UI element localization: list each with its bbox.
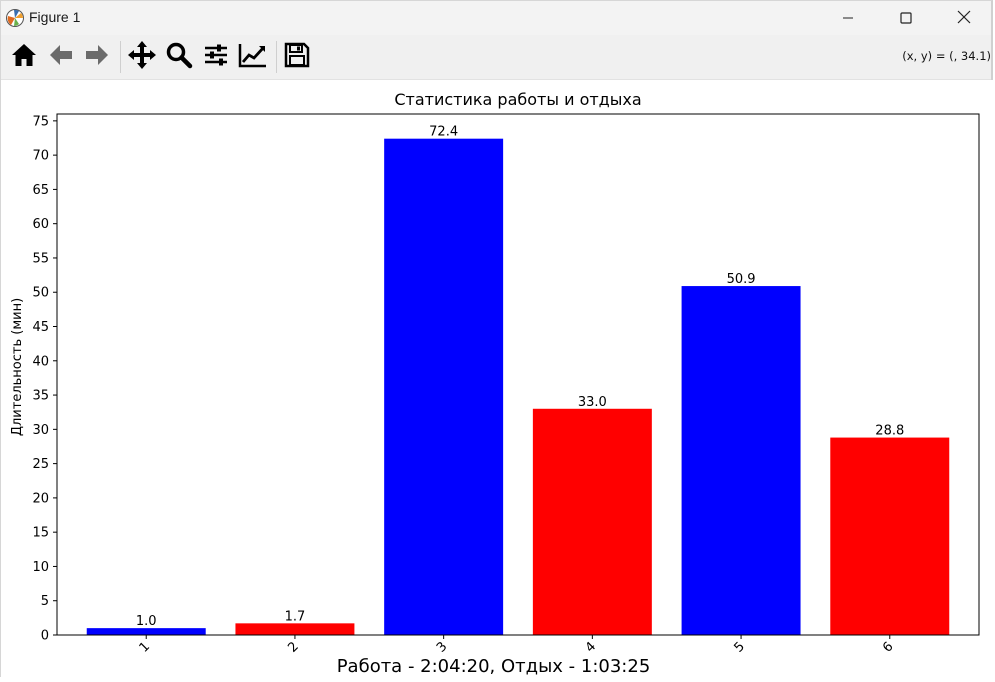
- bar-4: [532, 408, 652, 635]
- minimize-button[interactable]: [825, 1, 871, 35]
- toolbar-separator: [276, 41, 277, 73]
- pan-icon: [127, 40, 157, 74]
- edit-axis-icon: [238, 41, 268, 73]
- y-tick-label: 15: [32, 526, 49, 541]
- x-tick-label: 5: [731, 639, 747, 655]
- y-tick-label: 40: [32, 354, 49, 369]
- back-arrow-icon: [47, 41, 75, 73]
- edit-axis-button[interactable]: [237, 41, 269, 73]
- save-button[interactable]: [281, 41, 313, 73]
- cursor-coordinates: (x, y) = (, 34.1): [902, 49, 991, 63]
- bar-5: [681, 286, 801, 635]
- bar-3: [384, 138, 504, 635]
- home-button[interactable]: [8, 41, 40, 73]
- back-button[interactable]: [45, 41, 77, 73]
- window-title: Figure 1: [29, 9, 81, 25]
- forward-button[interactable]: [81, 41, 113, 73]
- pan-button[interactable]: [126, 41, 158, 73]
- bar-value-label: 28.8: [875, 424, 904, 439]
- y-tick-label: 60: [32, 217, 49, 232]
- y-axis-label: Длительность (мин): [10, 298, 25, 436]
- summary-text: Работа - 2:04:20, Отдых - 1:03:25: [336, 656, 651, 677]
- y-tick-label: 50: [32, 286, 49, 301]
- home-icon: [10, 41, 38, 73]
- figure-canvas[interactable]: Статистика работы и отдыха Длительность …: [1, 80, 994, 678]
- maximize-button[interactable]: [883, 1, 929, 35]
- x-tick-label: 2: [285, 639, 301, 655]
- toolbar-separator: [120, 41, 121, 73]
- forward-arrow-icon: [83, 41, 111, 73]
- y-tick-label: 25: [32, 457, 49, 472]
- y-tick-label: 30: [32, 423, 49, 438]
- title-bar[interactable]: Figure 1: [1, 1, 991, 35]
- bar-2: [235, 623, 355, 635]
- bar-value-label: 1.7: [285, 609, 306, 624]
- bar-value-label: 1.0: [136, 614, 157, 629]
- maximize-icon: [900, 9, 912, 28]
- close-icon: [957, 9, 971, 28]
- y-tick-label: 0: [41, 629, 49, 644]
- x-tick-label: 1: [137, 639, 153, 655]
- y-tick-label: 75: [32, 114, 49, 129]
- bar-6: [830, 437, 950, 635]
- x-tick-label: 4: [583, 639, 599, 655]
- bar-chart: Статистика работы и отдыха Длительность …: [10, 90, 980, 656]
- configure-subplots-icon: [202, 41, 230, 73]
- bar-value-label: 33.0: [578, 395, 607, 410]
- bar-value-label: 50.9: [727, 272, 756, 287]
- bar-1: [86, 628, 206, 635]
- bar-value-label: 72.4: [429, 125, 458, 140]
- x-tick-label: 3: [434, 639, 450, 655]
- navigation-toolbar: [1, 35, 991, 80]
- minimize-icon: [842, 9, 854, 28]
- x-tick-label: 6: [880, 639, 896, 655]
- y-tick-label: 20: [32, 491, 49, 506]
- zoom-icon: [165, 41, 193, 73]
- y-tick-label: 5: [41, 594, 49, 609]
- zoom-button[interactable]: [163, 41, 195, 73]
- y-tick-label: 45: [32, 320, 49, 335]
- close-button[interactable]: [941, 1, 987, 35]
- axes-frame: [56, 113, 980, 636]
- y-tick-label: 70: [32, 149, 49, 164]
- matplotlib-app-icon: [5, 8, 25, 28]
- configure-subplots-button[interactable]: [200, 41, 232, 73]
- y-tick-label: 10: [32, 560, 49, 575]
- y-tick-label: 35: [32, 389, 49, 404]
- y-tick-label: 55: [32, 251, 49, 266]
- y-tick-label: 65: [32, 183, 49, 198]
- chart-title: Статистика работы и отдыха: [394, 90, 641, 109]
- save-icon: [283, 41, 311, 73]
